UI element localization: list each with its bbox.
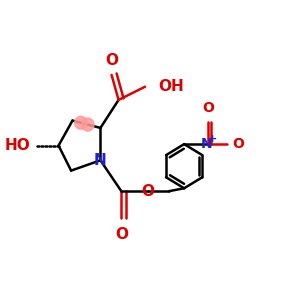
Text: O: O xyxy=(202,101,214,115)
Text: O: O xyxy=(115,226,128,242)
Text: OH: OH xyxy=(158,79,184,94)
Circle shape xyxy=(75,116,87,129)
Text: HO: HO xyxy=(5,138,31,153)
Text: O: O xyxy=(232,137,244,151)
Text: O: O xyxy=(105,52,118,68)
Circle shape xyxy=(82,118,94,131)
Text: O: O xyxy=(141,184,154,199)
Text: N: N xyxy=(201,137,212,151)
Text: N: N xyxy=(94,153,107,168)
Text: +: + xyxy=(208,134,218,144)
Text: -: - xyxy=(235,132,241,146)
